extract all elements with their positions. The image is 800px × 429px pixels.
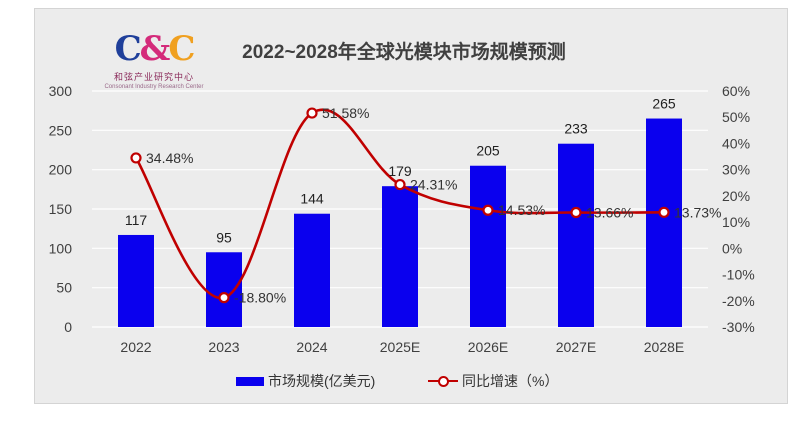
y-left-tick-label: 0: [64, 319, 72, 335]
legend-line-swatch: [428, 375, 458, 387]
growth-line-series: [130, 107, 670, 304]
logo-mark: C&C: [114, 29, 196, 69]
growth-marker: [658, 206, 670, 218]
y-right-tick-label: -10%: [722, 267, 755, 283]
bar: [118, 234, 154, 327]
x-tick-label: 2022: [120, 339, 151, 355]
y-right-tick-label: 40%: [722, 135, 750, 151]
growth-marker: [306, 107, 318, 119]
growth-value-label: 13.66%: [586, 205, 633, 221]
bar-value-label: 179: [388, 163, 412, 179]
growth-value-label: 14.53%: [498, 202, 545, 218]
bar-value-label: 233: [564, 121, 588, 137]
growth-marker: [394, 178, 406, 191]
growth-value-label: 34.48%: [146, 150, 193, 166]
legend-item-bar: 市场规模(亿美元): [236, 371, 375, 391]
legend-bar-label: 市场规模(亿美元): [268, 373, 376, 389]
growth-line: [134, 108, 665, 299]
bar: [470, 165, 506, 327]
y-right-tick-label: 30%: [722, 162, 750, 178]
grid-lines: [92, 90, 708, 328]
y-left-tick-label: 300: [49, 83, 73, 99]
y-right-tick-label: 0%: [722, 240, 742, 256]
x-tick-label: 2025E: [380, 339, 420, 355]
logo: C&C 和弦产业研究中心 Consonant Industry Research…: [104, 32, 204, 96]
bar-value-label: 265: [652, 96, 676, 112]
x-tick-label: 2026E: [468, 339, 508, 355]
axes: 0 50 100 150 200 250 300 -30% -20% -10% 0% 10% 20% 30…: [49, 83, 755, 355]
bar: [558, 143, 594, 327]
bar-value-label: 144: [300, 191, 324, 207]
y-right-tick-label: -30%: [722, 319, 755, 335]
x-tick-label: 2028E: [644, 339, 684, 355]
growth-marker: [130, 152, 142, 164]
chart-title: 2022~2028年全球光模块市场规模预测: [242, 42, 566, 63]
growth-value-label: -18.80%: [234, 290, 286, 306]
y-left-tick-label: 150: [49, 201, 73, 217]
legend: 市场规模(亿美元) 同比增速（%）: [232, 369, 612, 391]
y-right-tick-label: 20%: [722, 188, 750, 204]
legend-line-label: 同比增速（%）: [462, 373, 559, 389]
growth-marker: [218, 292, 230, 304]
bar-value-label: 95: [216, 229, 232, 245]
bar-series: [118, 118, 682, 328]
y-left-tick-label: 200: [49, 162, 73, 178]
y-left-tick-label: 250: [49, 122, 73, 138]
growth-value-label: 24.31%: [410, 177, 457, 193]
bar: [646, 118, 682, 328]
y-right-tick-label: 10%: [722, 214, 750, 230]
growth-value-label: 13.73%: [674, 204, 721, 220]
logo-en: Consonant Industry Research Center: [104, 84, 204, 90]
y-left-tick-label: 50: [56, 280, 72, 296]
growth-marker: [570, 206, 582, 219]
y-right-tick-label: 60%: [722, 83, 750, 99]
bar-value-label: 205: [476, 143, 500, 159]
x-tick-label: 2024: [296, 339, 327, 355]
x-tick-label: 2023: [208, 339, 239, 355]
growth-value-label: 51.58%: [322, 105, 369, 121]
y-left-tick-label: 100: [49, 240, 73, 256]
logo-cn: 和弦产业研究中心: [113, 72, 194, 82]
bar-value-label: 117: [125, 212, 148, 228]
x-tick-label: 2027E: [556, 339, 596, 355]
growth-marker: [482, 204, 494, 216]
data-labels: 117 95 144 179 205 233 265 34.48% -18.80% 51.58% 2…: [125, 96, 722, 306]
bar: [294, 213, 330, 327]
legend-bar-swatch: [236, 376, 264, 386]
legend-item-line: 同比增速（%）: [428, 371, 558, 391]
bar: [382, 186, 418, 327]
y-right-tick-label: -20%: [722, 293, 755, 309]
y-right-tick-label: 50%: [722, 109, 750, 125]
